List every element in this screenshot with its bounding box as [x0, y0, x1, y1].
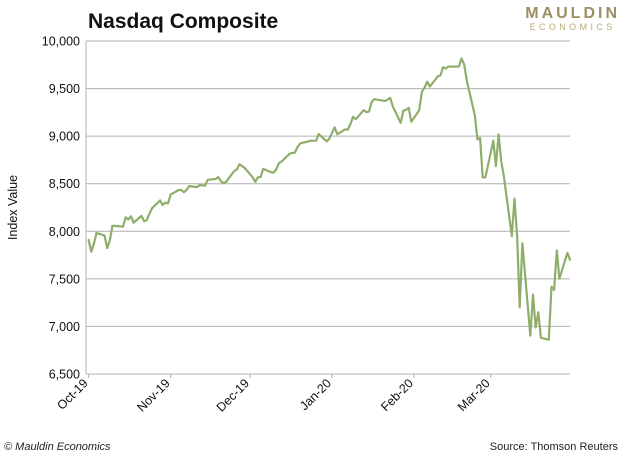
x-tick-label: Oct-19	[54, 376, 90, 412]
source-note: Source: Thomson Reuters	[489, 441, 618, 453]
y-tick-label: 8,000	[49, 225, 80, 239]
nasdaq-series-line	[87, 57, 572, 341]
y-tick-label: 9,000	[49, 130, 80, 144]
copyright-note: © Mauldin Economics	[4, 441, 111, 453]
mauldin-economics-logo: MAULDIN ECONOMICS	[525, 6, 620, 32]
x-tick-label: Nov-19	[134, 376, 172, 414]
y-tick-label: 9,500	[49, 82, 80, 96]
y-axis-title: Index Value	[6, 175, 20, 240]
x-tick-label: Jan-20	[297, 376, 334, 413]
logo-wordmark-bottom: ECONOMICS	[529, 22, 616, 32]
x-tick-label: Feb-20	[378, 376, 416, 414]
x-axis-ticks: Oct-19 Nov-19 Dec-19 Jan-20 Feb-20 Mar-20	[54, 374, 493, 415]
x-tick-label: Dec-19	[214, 376, 252, 414]
y-axis-ticks: 6,500 7,000 7,500 8,000 8,500 9,000 9,500 10,00…	[42, 35, 80, 382]
chart-title: Nasdaq Composite	[88, 10, 279, 33]
gridlines	[85, 40, 570, 375]
series-layer	[87, 57, 572, 341]
y-tick-label: 7,500	[49, 272, 80, 286]
logo-wordmark-top: MAULDIN	[525, 5, 620, 22]
y-tick-label: 6,500	[49, 368, 80, 382]
y-tick-label: 10,000	[42, 35, 80, 49]
x-tick-label: Mar-20	[455, 376, 493, 414]
y-tick-label: 8,500	[49, 177, 80, 191]
y-tick-label: 7,000	[49, 320, 80, 334]
